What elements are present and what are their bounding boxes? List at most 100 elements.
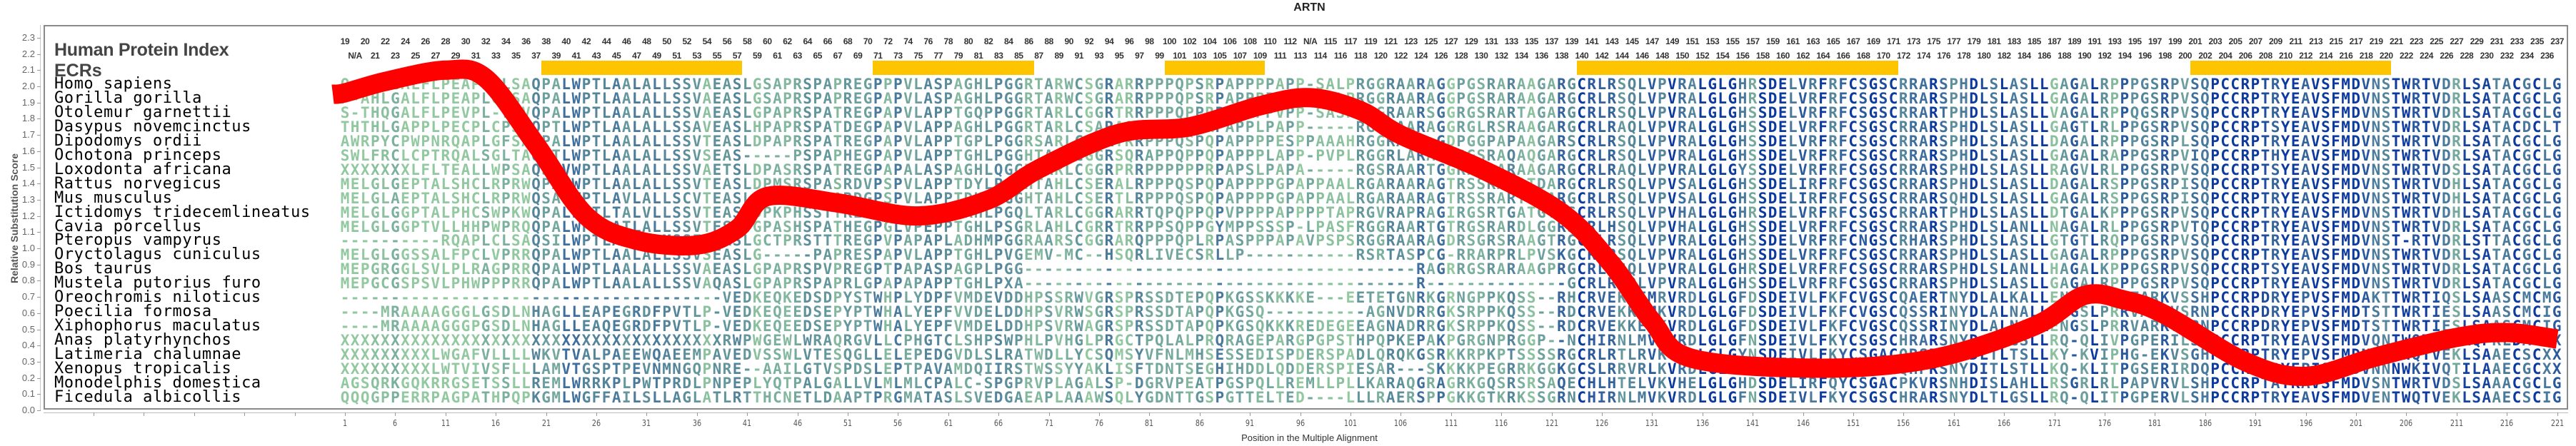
residue: R [1456, 175, 1466, 193]
residue: V [702, 118, 712, 136]
residue: A [551, 76, 561, 93]
residue: S [1476, 76, 1486, 93]
residue: V [2311, 189, 2320, 207]
residue: A [722, 132, 732, 150]
residue: L [742, 89, 752, 107]
residue: R [1416, 89, 1425, 107]
ruler-label: 45 [611, 51, 621, 61]
residue: D [1537, 189, 1546, 207]
residue: A [833, 189, 843, 207]
residue: A [903, 161, 913, 178]
residue: Q [1506, 146, 1516, 164]
residue: V [2361, 146, 2371, 164]
residue: L [561, 76, 571, 93]
residue: L [1698, 161, 1707, 178]
residue: P [893, 118, 903, 136]
residue: S [1476, 189, 1486, 207]
residue: S [1758, 76, 1768, 93]
species-name: Anas platyrhynchos [54, 331, 232, 350]
residue: T [591, 161, 601, 178]
x-tick [1450, 412, 1452, 416]
residue: V [1668, 89, 1677, 107]
residue: G [963, 103, 973, 121]
residue: X [421, 360, 430, 377]
residue: A [1688, 189, 1697, 207]
residue: A [883, 89, 893, 107]
residue: C [1074, 146, 1084, 164]
residue: R [1024, 132, 1033, 150]
residue: A [923, 203, 933, 221]
residue: S [1476, 203, 1486, 221]
ruler-label: 200 [2178, 51, 2192, 61]
residue: R [2100, 132, 2110, 150]
residue: F [1818, 132, 1828, 150]
residue: L [1788, 132, 1798, 150]
residue: G [1728, 189, 1738, 207]
residue: D [2442, 76, 2451, 93]
residue: P [411, 118, 420, 136]
residue: R [963, 203, 973, 221]
residue: A [1044, 175, 1053, 193]
residue: A [953, 161, 963, 178]
residue: L [2039, 161, 2049, 178]
residue: R [2240, 175, 2250, 193]
residue: A [1044, 132, 1053, 150]
residue: P [501, 161, 511, 178]
residue: Q [2200, 103, 2210, 121]
residue: T [2260, 103, 2270, 121]
residue: X [340, 360, 350, 377]
residue: G [803, 360, 812, 377]
residue: Q [1898, 360, 1908, 377]
residue: R [2452, 103, 2461, 121]
residue: R [1898, 103, 1908, 121]
residue: T [2552, 118, 2562, 136]
residue: D [1969, 161, 1979, 178]
residue: R [1355, 203, 1365, 221]
residue: V [1798, 161, 1808, 178]
residue: G [1537, 146, 1546, 164]
residue: H [461, 189, 471, 207]
residue: A [923, 146, 933, 164]
residue: T [360, 118, 370, 136]
residue: P [471, 103, 481, 121]
x-tick-label: 71 [1044, 418, 1053, 428]
residue: P [1295, 132, 1305, 150]
residue: A [1426, 118, 1435, 136]
residue: A [1245, 103, 1255, 121]
residue: G [391, 89, 400, 107]
residue: N [2371, 132, 2381, 150]
residue: A [1225, 175, 1235, 193]
residue: S [1466, 175, 1476, 193]
residue: A [621, 103, 631, 121]
residue: P [471, 89, 481, 107]
residue: V [2431, 76, 2441, 93]
residue: R [1828, 161, 1838, 178]
residue: R [2270, 89, 2280, 107]
residue: P [993, 103, 1003, 121]
residue: S [2190, 118, 2200, 136]
residue: P [793, 146, 802, 164]
ruler-label: 168 [1856, 51, 1870, 61]
residue: D [2351, 175, 2360, 193]
residue: R [2100, 175, 2110, 193]
residue: R [1355, 189, 1365, 207]
residue: T [2391, 189, 2401, 207]
residue: W [571, 161, 581, 178]
residue: G [2552, 76, 2562, 93]
x-tick [998, 412, 1000, 416]
residue: C [2230, 76, 2240, 93]
residue: R [1104, 118, 1114, 136]
residue: N [2371, 189, 2381, 207]
residue: E [853, 161, 863, 178]
residue: P [943, 132, 953, 150]
residue: D [752, 189, 762, 207]
residue: P [581, 146, 591, 164]
residue: P [1215, 146, 1225, 164]
residue: C [461, 118, 471, 136]
residue: X [370, 161, 380, 178]
residue: Q [1627, 189, 1637, 207]
residue: P [813, 103, 823, 121]
residue: A [1044, 76, 1053, 93]
residue: P [943, 146, 953, 164]
residue: H [2452, 175, 2461, 193]
